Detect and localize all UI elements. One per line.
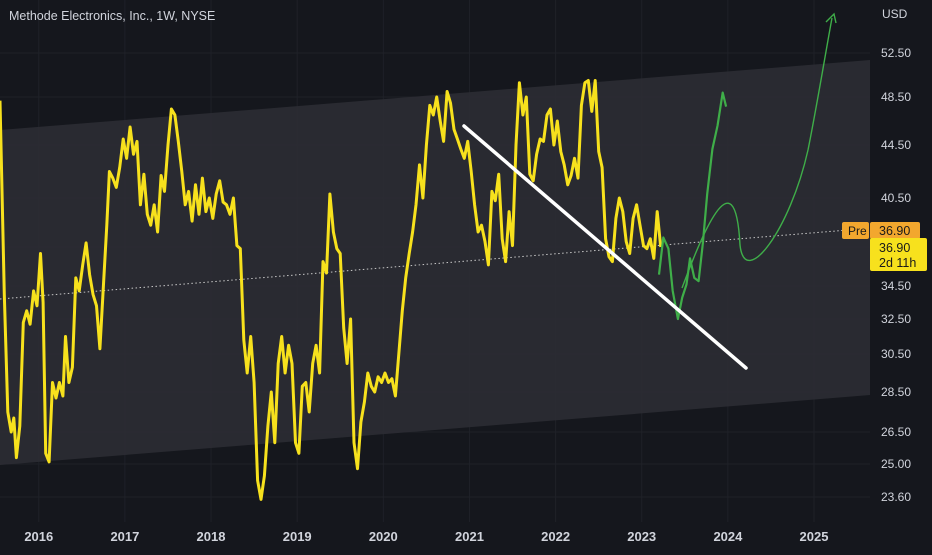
x-axis-ticks: 2016 2017 2018 2019 2020 2021 2022 2023 2024 2025 xyxy=(24,529,828,544)
price-line[interactable] xyxy=(0,79,663,501)
time-axis[interactable] xyxy=(0,522,932,550)
pre-price-value: 36.90 xyxy=(879,224,910,238)
trendline[interactable] xyxy=(462,124,748,370)
y-tick-label: 28.50 xyxy=(881,385,911,399)
x-tick-label: 2018 xyxy=(197,529,226,544)
series-layer xyxy=(0,79,728,501)
price-axis[interactable] xyxy=(870,0,932,550)
last-price-value: 36.90 xyxy=(879,241,910,255)
projection-line[interactable] xyxy=(657,91,728,321)
y-tick-label: 26.50 xyxy=(881,425,911,439)
x-tick-label: 2016 xyxy=(24,529,53,544)
x-tick-label: 2024 xyxy=(713,529,743,544)
x-tick-label: 2021 xyxy=(455,529,484,544)
y-tick-label: 52.50 xyxy=(881,46,911,60)
y-tick-label: 40.50 xyxy=(881,191,911,205)
x-tick-label: 2022 xyxy=(541,529,570,544)
x-tick-label: 2023 xyxy=(627,529,656,544)
x-tick-label: 2019 xyxy=(283,529,312,544)
projection-curve[interactable] xyxy=(681,17,833,289)
x-tick-label: 2025 xyxy=(800,529,829,544)
bar-countdown: 2d 11h xyxy=(879,256,916,270)
currency-label: USD xyxy=(882,7,908,21)
pre-label: Pre xyxy=(848,224,867,238)
x-tick-label: 2020 xyxy=(369,529,398,544)
y-tick-label: 25.00 xyxy=(881,457,911,471)
parallel-channel[interactable] xyxy=(0,60,870,465)
y-tick-label: 30.50 xyxy=(881,347,911,361)
symbol-title[interactable]: Methode Electronics, Inc., 1W, NYSE xyxy=(9,9,215,23)
projection-arrowhead xyxy=(825,12,837,24)
y-tick-label: 32.50 xyxy=(881,312,911,326)
y-axis-ticks: 52.50 48.50 44.50 40.50 34.50 32.50 30.50 28.50… xyxy=(881,46,911,504)
pre-price-tag: Pre 36.90 xyxy=(842,222,920,239)
y-tick-label: 34.50 xyxy=(881,279,911,293)
pre-price-line xyxy=(0,229,849,300)
y-tick-label: 48.50 xyxy=(881,90,911,104)
last-price-tag: 36.90 2d 11h xyxy=(870,238,927,271)
y-tick-label: 23.60 xyxy=(881,490,911,504)
x-tick-label: 2017 xyxy=(110,529,139,544)
y-tick-label: 44.50 xyxy=(881,138,911,152)
